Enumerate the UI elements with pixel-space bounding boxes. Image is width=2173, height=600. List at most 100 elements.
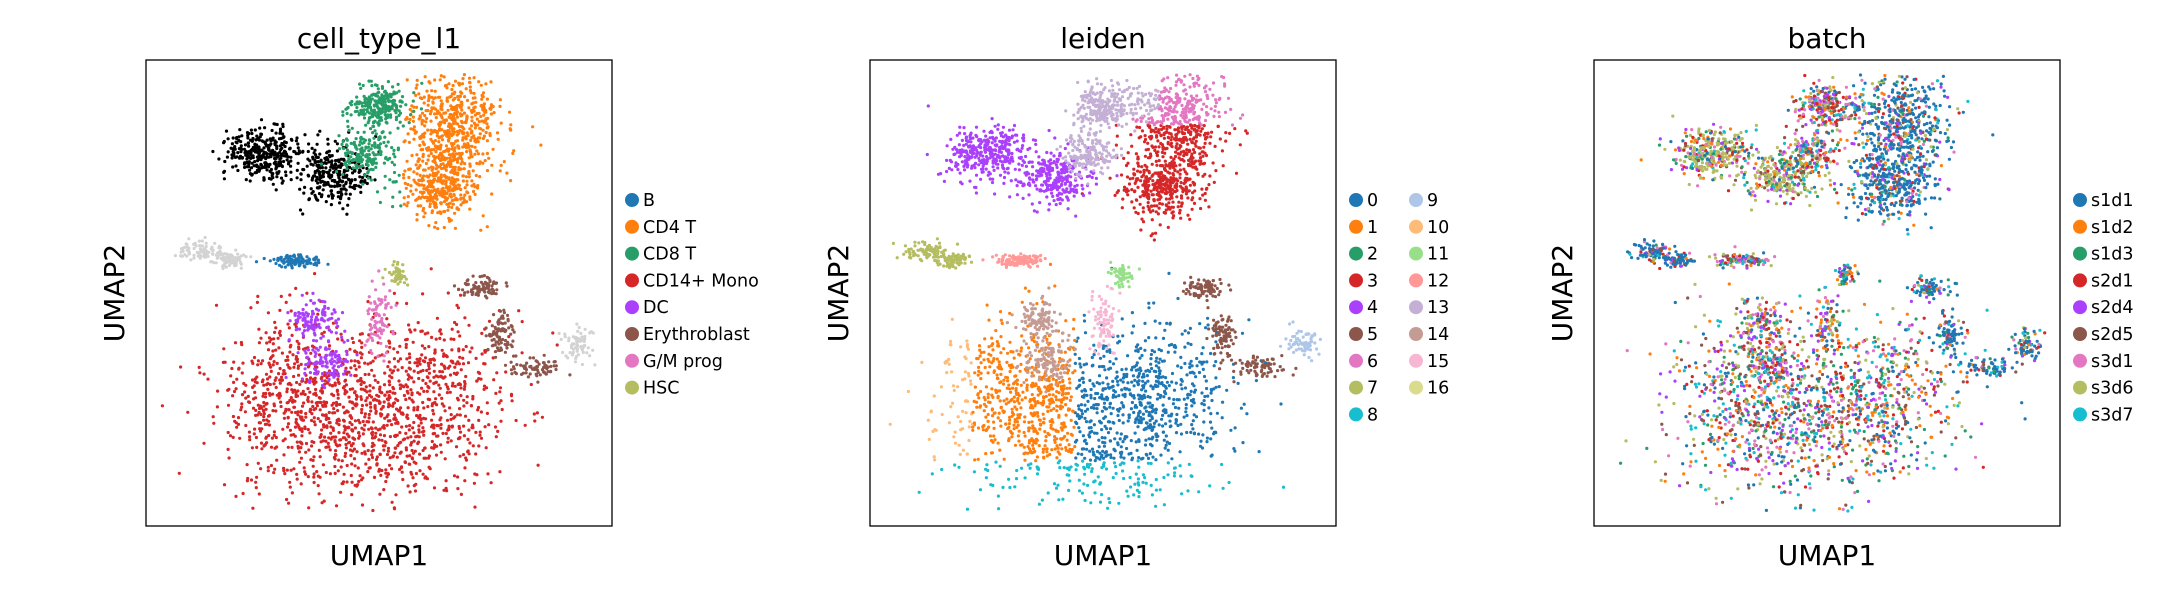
scatter-point	[1100, 428, 1104, 432]
scatter-point	[326, 318, 330, 322]
scatter-point	[538, 373, 542, 377]
scatter-point	[450, 92, 454, 96]
scatter-point	[1098, 457, 1102, 461]
scatter-point	[301, 331, 305, 335]
scatter-point	[373, 301, 377, 306]
scatter-point	[282, 135, 286, 139]
scatter-point	[247, 400, 251, 404]
scatter-point	[278, 329, 282, 333]
scatter-point	[256, 294, 260, 298]
scatter-point	[422, 184, 426, 188]
scatter-point	[362, 130, 366, 134]
scatter-point	[215, 405, 219, 409]
scatter-point	[1129, 451, 1133, 455]
scatter-point	[421, 448, 425, 453]
scatter-point	[443, 132, 447, 136]
scatter-point	[461, 453, 466, 457]
scatter-point	[285, 401, 289, 405]
scatter-point	[1083, 416, 1087, 420]
scatter-point	[307, 448, 311, 452]
scatter-point	[262, 412, 266, 416]
scatter-point	[361, 137, 365, 141]
scatter-point	[428, 112, 432, 116]
scatter-point	[347, 395, 351, 399]
scatter-point	[464, 135, 468, 139]
scatter-point	[324, 439, 328, 443]
scatter-point	[551, 331, 555, 335]
scatter-point	[364, 385, 368, 389]
scatter-point	[462, 387, 466, 391]
scatter-point	[442, 111, 446, 115]
scatter-point	[510, 372, 514, 376]
scatter-point	[307, 198, 311, 202]
scatter-point	[276, 393, 281, 397]
scatter-point	[318, 419, 322, 423]
scatter-point	[292, 254, 297, 258]
scatter-point	[370, 317, 374, 321]
scatter-point	[310, 412, 314, 416]
scatter-point	[312, 301, 316, 305]
scatter-point	[509, 343, 513, 347]
scatter-point	[993, 438, 997, 442]
scatter-point	[315, 177, 319, 181]
scatter-point	[238, 156, 242, 160]
scatter-point	[301, 167, 305, 172]
scatter-point	[327, 347, 331, 351]
scatter-point	[478, 430, 482, 434]
scatter-point	[468, 441, 472, 445]
scatter-point	[234, 387, 238, 391]
scatter-point	[405, 413, 409, 417]
scatter-point	[284, 141, 288, 145]
scatter-point	[1091, 450, 1095, 454]
scatter-point	[448, 406, 452, 410]
scatter-point	[323, 306, 327, 310]
scatter-point	[235, 141, 239, 145]
scatter-point	[395, 104, 399, 108]
scatter-point	[447, 153, 452, 157]
scatter-point	[262, 404, 266, 408]
scatter-point	[311, 312, 315, 316]
scatter-point	[421, 292, 425, 296]
scatter-point	[1179, 422, 1183, 426]
scatter-point	[458, 355, 462, 359]
scatter-point	[266, 387, 270, 391]
scatter-point	[1184, 403, 1188, 407]
scatter-point	[507, 110, 512, 114]
scatter-point	[452, 142, 456, 146]
scatter-point	[1126, 419, 1130, 423]
scatter-point	[326, 262, 330, 266]
scatter-point	[1093, 459, 1097, 463]
scatter-point	[479, 410, 483, 414]
scatter-point	[1197, 432, 1201, 436]
scatter-point	[414, 188, 418, 192]
scatter-point	[310, 191, 314, 195]
scatter-point	[1119, 455, 1123, 459]
scatter-point	[365, 154, 369, 159]
scatter-point	[262, 415, 266, 419]
scatter-point	[479, 83, 483, 87]
scatter-point	[273, 467, 277, 471]
scatter-point	[451, 129, 455, 133]
scatter-point	[189, 258, 193, 262]
scatter-point	[397, 113, 401, 117]
scatter-point	[494, 281, 499, 285]
scatter-point	[1167, 271, 1171, 275]
scatter-point	[297, 310, 301, 315]
scatter-point	[342, 472, 346, 476]
scatter-point	[322, 170, 326, 174]
scatter-point	[248, 438, 252, 442]
scatter-point	[254, 138, 258, 142]
scatter-point	[395, 275, 399, 280]
scatter-point	[311, 157, 315, 161]
scatter-point	[296, 146, 300, 150]
scatter-point	[509, 360, 513, 364]
scatter-point	[1101, 346, 1105, 350]
scatter-point	[1164, 422, 1168, 426]
legend-label: CD4 T	[643, 218, 696, 238]
scatter-point	[1088, 458, 1093, 462]
scatter-point	[444, 486, 448, 490]
scatter-point	[393, 365, 397, 369]
scatter-point	[1097, 445, 1101, 449]
scatter-point	[979, 361, 983, 365]
scatter-point	[304, 363, 308, 367]
